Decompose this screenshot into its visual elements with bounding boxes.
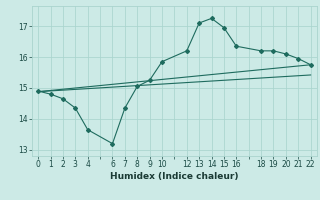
X-axis label: Humidex (Indice chaleur): Humidex (Indice chaleur) (110, 172, 239, 181)
